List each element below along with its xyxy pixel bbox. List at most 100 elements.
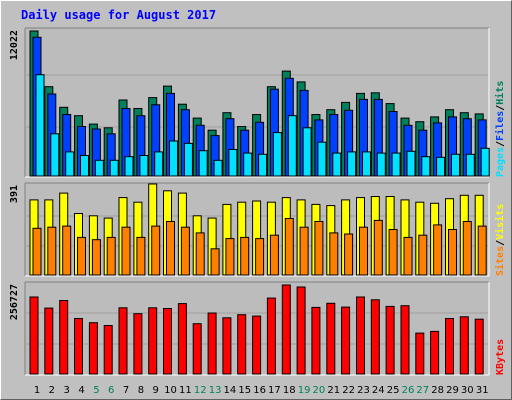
panel-visits-sites-bar-sites-day-27: [418, 234, 428, 276]
panel-hits-files-pages-bar-pages-day-23: [362, 151, 371, 177]
panel-visits-sites-bar-sites-day-4: [77, 236, 86, 276]
panel-hits-files-pages-bar-pages-day-20: [317, 141, 327, 177]
panel-visits-sites-bar-sites-day-1: [32, 227, 42, 276]
x-tick-label-day-5: 5: [93, 385, 99, 396]
panel-kbytes-bar-kbytes-day-16: [252, 315, 262, 375]
panel-hits-files-pages-bar-pages-day-18: [287, 115, 297, 177]
panel-visits-sites-bar-sites-day-2: [47, 226, 57, 276]
panel-kbytes-bar-kbytes-day-11: [177, 303, 187, 375]
x-tick-label-day-23: 23: [357, 385, 370, 396]
panel-visits-sites-bar-sites-day-17: [269, 234, 279, 276]
x-tick-label-day-4: 4: [78, 385, 84, 396]
x-tick-label-day-30: 30: [461, 385, 474, 396]
panel-kbytes-bar-kbytes-day-10: [163, 308, 172, 375]
panel-visits-sites-bar-sites-day-30: [462, 221, 472, 276]
panel-kbytes-bar-kbytes-day-5: [88, 322, 98, 375]
panel-visits-sites-bar-sites-day-28: [433, 224, 443, 276]
x-tick-label-day-22: 22: [342, 385, 355, 396]
x-tick-label-day-31: 31: [476, 385, 489, 396]
panel-hits-files-pages-bar-pages-day-31: [480, 147, 490, 177]
panel-kbytes-bar-kbytes-day-29: [445, 318, 454, 375]
panel-hits-files-pages-bar-pages-day-10: [169, 140, 178, 177]
panel-visits-sites-ymax-label: 391: [9, 185, 20, 203]
panel-visits-sites-legend-sites: Sites: [494, 246, 506, 276]
panel-hits-files-pages-bar-pages-day-28: [436, 156, 446, 177]
panel-hits-files-pages-bar-pages-day-30: [465, 153, 475, 177]
panel-visits-sites-legend-separator: /: [495, 240, 506, 246]
panel-kbytes-bar-kbytes-day-9: [148, 307, 158, 375]
x-tick-label-day-24: 24: [372, 385, 385, 396]
x-tick-label-day-9: 9: [153, 385, 159, 396]
chart-title: Daily usage for August 2017: [21, 8, 217, 22]
x-tick-label-day-15: 15: [238, 385, 251, 396]
x-tick-label-day-26: 26: [402, 385, 415, 396]
panel-kbytes-bar-kbytes-day-14: [222, 317, 232, 375]
x-tick-label-day-7: 7: [123, 385, 129, 396]
panel-visits-sites-bar-sites-day-9: [151, 225, 161, 276]
panel-hits-files-pages-bar-pages-day-21: [332, 152, 342, 177]
panel-visits-sites-bar-sites-day-3: [62, 225, 72, 276]
panel-kbytes-legend: KBytes: [495, 339, 506, 375]
panel-hits-files-pages-legend-pages: Pages: [495, 147, 506, 177]
panel-hits-files-pages-bar-pages-day-6: [109, 159, 119, 177]
panel-visits-sites-bar-sites-day-31: [477, 225, 487, 276]
x-tick-label-day-27: 27: [416, 385, 429, 396]
panel-visits-sites-bar-sites-day-8: [136, 236, 146, 276]
panel-visits-sites-bar-sites-day-5: [91, 239, 101, 276]
panel-visits-sites-bar-sites-day-22: [344, 233, 354, 276]
panel-hits-files-pages-bar-pages-day-3: [65, 151, 75, 177]
x-tick-label-day-29: 29: [446, 385, 459, 396]
panel-visits-sites-bar-sites-day-18: [284, 218, 294, 276]
panel-visits-sites-bar-sites-day-16: [255, 238, 265, 276]
x-tick-label-day-13: 13: [209, 385, 222, 396]
panel-kbytes-bar-kbytes-day-28: [430, 330, 440, 375]
panel-hits-files-pages-bar-pages-day-29: [451, 153, 460, 177]
panel-hits-files-pages-bar-pages-day-26: [406, 150, 416, 177]
panel-kbytes-bar-kbytes-day-22: [341, 306, 351, 375]
panel-kbytes-bar-kbytes-day-12: [192, 323, 202, 375]
panel-hits-files-pages-bar-pages-day-15: [243, 152, 253, 177]
panel-kbytes-ymax-label: 256727: [9, 284, 20, 320]
panel-visits-sites-bar-sites-day-20: [314, 221, 324, 276]
panel-visits-sites-bar-sites-day-10: [166, 221, 175, 276]
panel-visits-sites-bar-sites-day-15: [240, 236, 250, 276]
x-tick-label-day-20: 20: [313, 385, 326, 396]
x-tick-label-day-6: 6: [108, 385, 114, 396]
panel-hits-files-pages-bar-pages-day-11: [183, 142, 193, 177]
panel-visits-sites-bar-sites-day-24: [373, 219, 383, 276]
panel-kbytes-bar-kbytes-day-6: [103, 325, 113, 375]
panel-kbytes-bar-kbytes-day-4: [74, 318, 83, 375]
panel-hits-files-pages-bar-pages-day-24: [376, 152, 386, 177]
panel-kbytes-bar-kbytes-day-18: [281, 284, 291, 375]
panel-visits-sites-bar-sites-day-14: [225, 238, 235, 276]
panel-kbytes-bar-kbytes-day-24: [370, 299, 380, 375]
panel-kbytes-bar-kbytes-day-23: [356, 296, 365, 375]
panel-kbytes-bar-kbytes-day-26: [400, 305, 410, 375]
panel-hits-files-pages-legend-separator: /: [495, 141, 506, 147]
panel-hits-files-pages-bar-pages-day-4: [80, 155, 89, 177]
panel-visits-sites-bar-sites-day-21: [329, 232, 339, 276]
panel-visits-sites-legend-visits: Visits: [494, 204, 506, 240]
panel-hits-files-pages-bar-pages-day-8: [139, 155, 149, 177]
panel-hits-files-pages-bar-pages-day-5: [94, 159, 104, 177]
panel-kbytes-bar-kbytes-day-7: [118, 307, 128, 375]
panel-kbytes-bar-kbytes-day-27: [415, 332, 425, 375]
panel-hits-files-pages-bar-pages-day-17: [272, 132, 282, 177]
panel-kbytes-bar-kbytes-day-8: [133, 313, 143, 375]
panel-hits-files-pages-legend-hits: Hits: [494, 81, 506, 105]
panel-visits-sites-bar-sites-day-11: [180, 226, 190, 276]
panel-hits-files-pages-bar-pages-day-14: [228, 149, 238, 177]
x-tick-label-day-19: 19: [298, 385, 311, 396]
panel-kbytes-bar-kbytes-day-31: [474, 318, 484, 375]
x-tick-label-day-14: 14: [224, 385, 237, 396]
panel-visits-sites-bar-sites-day-6: [106, 236, 116, 276]
panel-kbytes-bar-kbytes-day-15: [237, 314, 247, 375]
x-tick-label-day-17: 17: [268, 385, 281, 396]
panel-hits-files-pages-legend-files: Files: [494, 111, 506, 141]
x-tick-label-day-21: 21: [327, 385, 340, 396]
x-tick-label-day-1: 1: [34, 385, 40, 396]
x-tick-label-day-10: 10: [164, 385, 177, 396]
panel-kbytes-bar-kbytes-day-3: [59, 300, 69, 375]
panel-kbytes-bar-kbytes-day-25: [385, 305, 395, 375]
